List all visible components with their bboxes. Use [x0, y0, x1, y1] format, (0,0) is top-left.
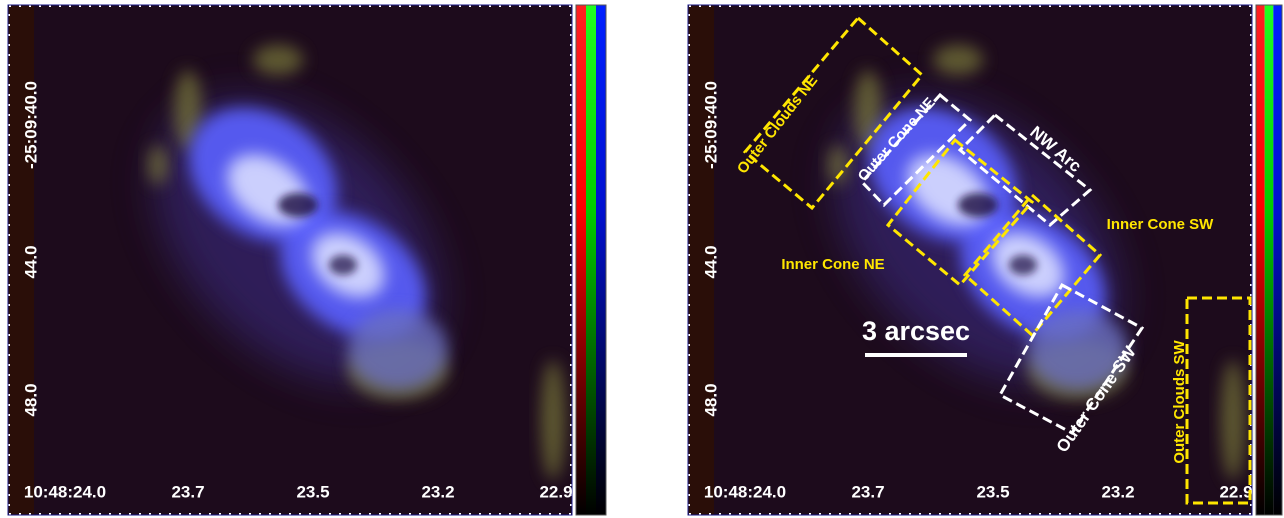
image-panel: 10:48:24.0 23.7 23.5 23.2 22.9 -25:09:40.0 44.… — [7, 4, 607, 516]
nebula — [828, 45, 1245, 480]
x-tick-label: 22.9 — [539, 482, 572, 501]
dust-lane — [1009, 255, 1037, 275]
x-tick-label: 23.2 — [421, 482, 454, 501]
frame-border — [7, 4, 573, 516]
cloud — [933, 45, 983, 75]
edge-strip — [8, 5, 34, 515]
colorbar-blue — [1273, 5, 1282, 515]
region-box — [885, 137, 1035, 288]
x-tick-label: 23.5 — [296, 482, 329, 501]
x-tick-label: 10:48:24.0 — [24, 482, 106, 501]
colorbar-green — [586, 5, 596, 515]
x-tick-label: 23.7 — [851, 482, 884, 501]
x-tick-label: 23.7 — [171, 482, 204, 501]
frame — [688, 5, 1252, 515]
y-tick-label: 48.0 — [701, 383, 720, 416]
colorbar-blue — [596, 5, 606, 515]
colorbar-red — [1256, 5, 1265, 515]
frame-border — [687, 4, 1253, 516]
y-tick-label: 48.0 — [21, 383, 40, 416]
cloud — [828, 145, 848, 185]
region-box — [742, 15, 925, 211]
region-label: Outer Clouds SW — [1171, 339, 1188, 463]
region-box — [1185, 296, 1252, 505]
lobe — [348, 310, 448, 390]
region-label: Inner Cone SW — [1107, 216, 1215, 233]
region-box — [997, 282, 1145, 435]
region-box — [957, 112, 1093, 227]
y-tick-label: 44.0 — [701, 245, 720, 278]
frame — [8, 5, 572, 515]
y-tick-label: -25:09:40.0 — [21, 81, 40, 169]
x-tick-label: 10:48:24.0 — [704, 482, 786, 501]
cloud — [1221, 360, 1245, 480]
dust-lane — [329, 255, 357, 275]
region-label: Inner Cone NE — [781, 256, 884, 273]
nebula — [148, 45, 565, 480]
dust-lane — [278, 193, 318, 217]
cloud — [148, 145, 168, 185]
edge-strip — [688, 5, 714, 515]
dust-lane — [958, 193, 998, 217]
colorbar-green — [1264, 5, 1274, 515]
colorbar-border — [575, 4, 607, 516]
y-tick-label: 44.0 — [21, 245, 40, 278]
cloud — [541, 360, 565, 480]
region-box — [962, 192, 1103, 338]
cloud — [174, 70, 202, 150]
x-tick-label: 22.9 — [1219, 482, 1252, 501]
lobe — [1028, 310, 1128, 390]
x-tick-label: 23.5 — [976, 482, 1009, 501]
image-panel: 10:48:24.0 23.7 23.5 23.2 22.9 -25:09:40.0 44.… — [687, 4, 1283, 516]
region-box — [859, 92, 973, 208]
colorbar-border — [1255, 4, 1283, 516]
scale-bar-label: 3 arcsec — [862, 316, 970, 346]
colorbar-red — [576, 5, 586, 515]
cloud — [253, 45, 303, 75]
y-tick-label: -25:09:40.0 — [701, 81, 720, 169]
x-tick-label: 23.2 — [1101, 482, 1134, 501]
